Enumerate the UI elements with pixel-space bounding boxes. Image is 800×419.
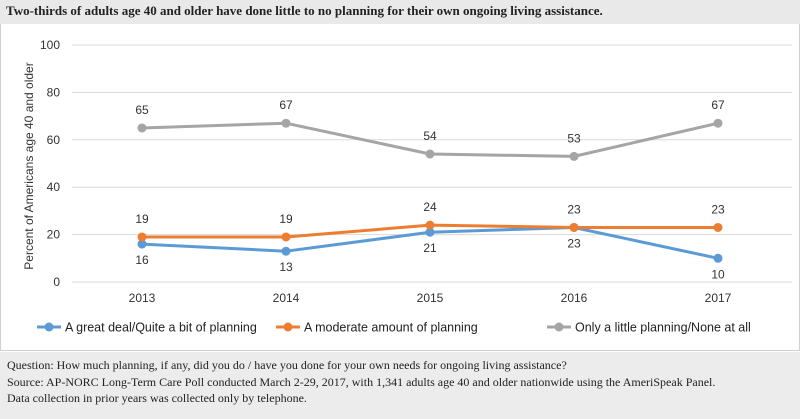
title-bar: Two-thirds of adults age 40 and older ha… — [0, 0, 800, 24]
x-tick-label: 2015 — [417, 291, 444, 305]
notes-panel: Question: How much planning, if any, did… — [0, 352, 800, 419]
data-point — [569, 151, 579, 161]
question-note: Question: How much planning, if any, did… — [7, 358, 567, 372]
y-tick-label: 0 — [53, 275, 60, 289]
data-point — [137, 239, 147, 249]
y-tick-label: 40 — [47, 180, 61, 194]
y-tick-label: 100 — [40, 38, 60, 52]
data-point — [425, 227, 435, 237]
line-chart: 0 20 40 60 80 100 2013 2014 2015 2016 2017 Percen… — [22, 38, 792, 335]
legend-label: A great deal/Quite a bit of planning — [65, 321, 257, 335]
data-point — [281, 118, 291, 128]
data-point — [713, 253, 723, 263]
data-label: 21 — [423, 241, 437, 255]
data-label: 23 — [567, 236, 581, 250]
y-axis-label: Percent of Americans age 40 and older — [22, 62, 36, 269]
data-label: 13 — [279, 260, 293, 274]
data-point — [281, 232, 291, 242]
data-point — [425, 149, 435, 159]
x-tick-label: 2016 — [561, 291, 588, 305]
legend-label: Only a little planning/None at all — [575, 321, 751, 335]
legend-marker — [283, 322, 293, 332]
data-point — [425, 220, 435, 230]
data-label: 19 — [279, 212, 293, 226]
data-label: 23 — [711, 202, 725, 216]
data-label: 53 — [567, 131, 581, 145]
data-label: 54 — [423, 129, 437, 143]
data-label: 67 — [279, 98, 293, 112]
data-point — [137, 123, 147, 133]
x-tick-label: 2014 — [273, 291, 300, 305]
gridlines — [72, 44, 792, 283]
y-tick-label: 20 — [47, 228, 61, 242]
legend-marker — [44, 322, 54, 332]
data-label: 10 — [711, 267, 725, 281]
data-label: 16 — [135, 253, 149, 267]
data-label: 65 — [135, 103, 149, 117]
data-point — [281, 246, 291, 256]
y-tick-label: 60 — [47, 133, 61, 147]
legend-label: A moderate amount of planning — [304, 321, 478, 335]
series-lines — [137, 118, 723, 263]
data-label: 67 — [711, 98, 725, 112]
y-axis-ticks: 0 20 40 60 80 100 — [40, 38, 60, 289]
data-label: 19 — [135, 212, 149, 226]
source-note: Source: AP-NORC Long-Term Care Poll cond… — [7, 374, 716, 389]
data-point — [713, 118, 723, 128]
x-tick-label: 2017 — [705, 291, 732, 305]
x-tick-label: 2013 — [129, 291, 156, 305]
y-tick-label: 80 — [47, 85, 61, 99]
chart-title: Two-thirds of adults age 40 and older ha… — [6, 3, 603, 18]
legend-marker — [554, 322, 564, 332]
data-label: 23 — [567, 202, 581, 216]
data-point — [137, 232, 147, 242]
data-labels: 16 13 21 23 10 19 19 24 23 23 65 67 54 53 67 — [135, 98, 725, 281]
legend: A great deal/Quite a bit of planning A mo… — [37, 321, 751, 335]
x-axis-ticks: 2013 2014 2015 2016 2017 — [129, 291, 732, 305]
data-collection-note: Data collection in prior years was colle… — [7, 391, 307, 405]
data-point — [713, 222, 723, 232]
data-point — [569, 222, 579, 232]
data-label: 24 — [423, 200, 437, 214]
